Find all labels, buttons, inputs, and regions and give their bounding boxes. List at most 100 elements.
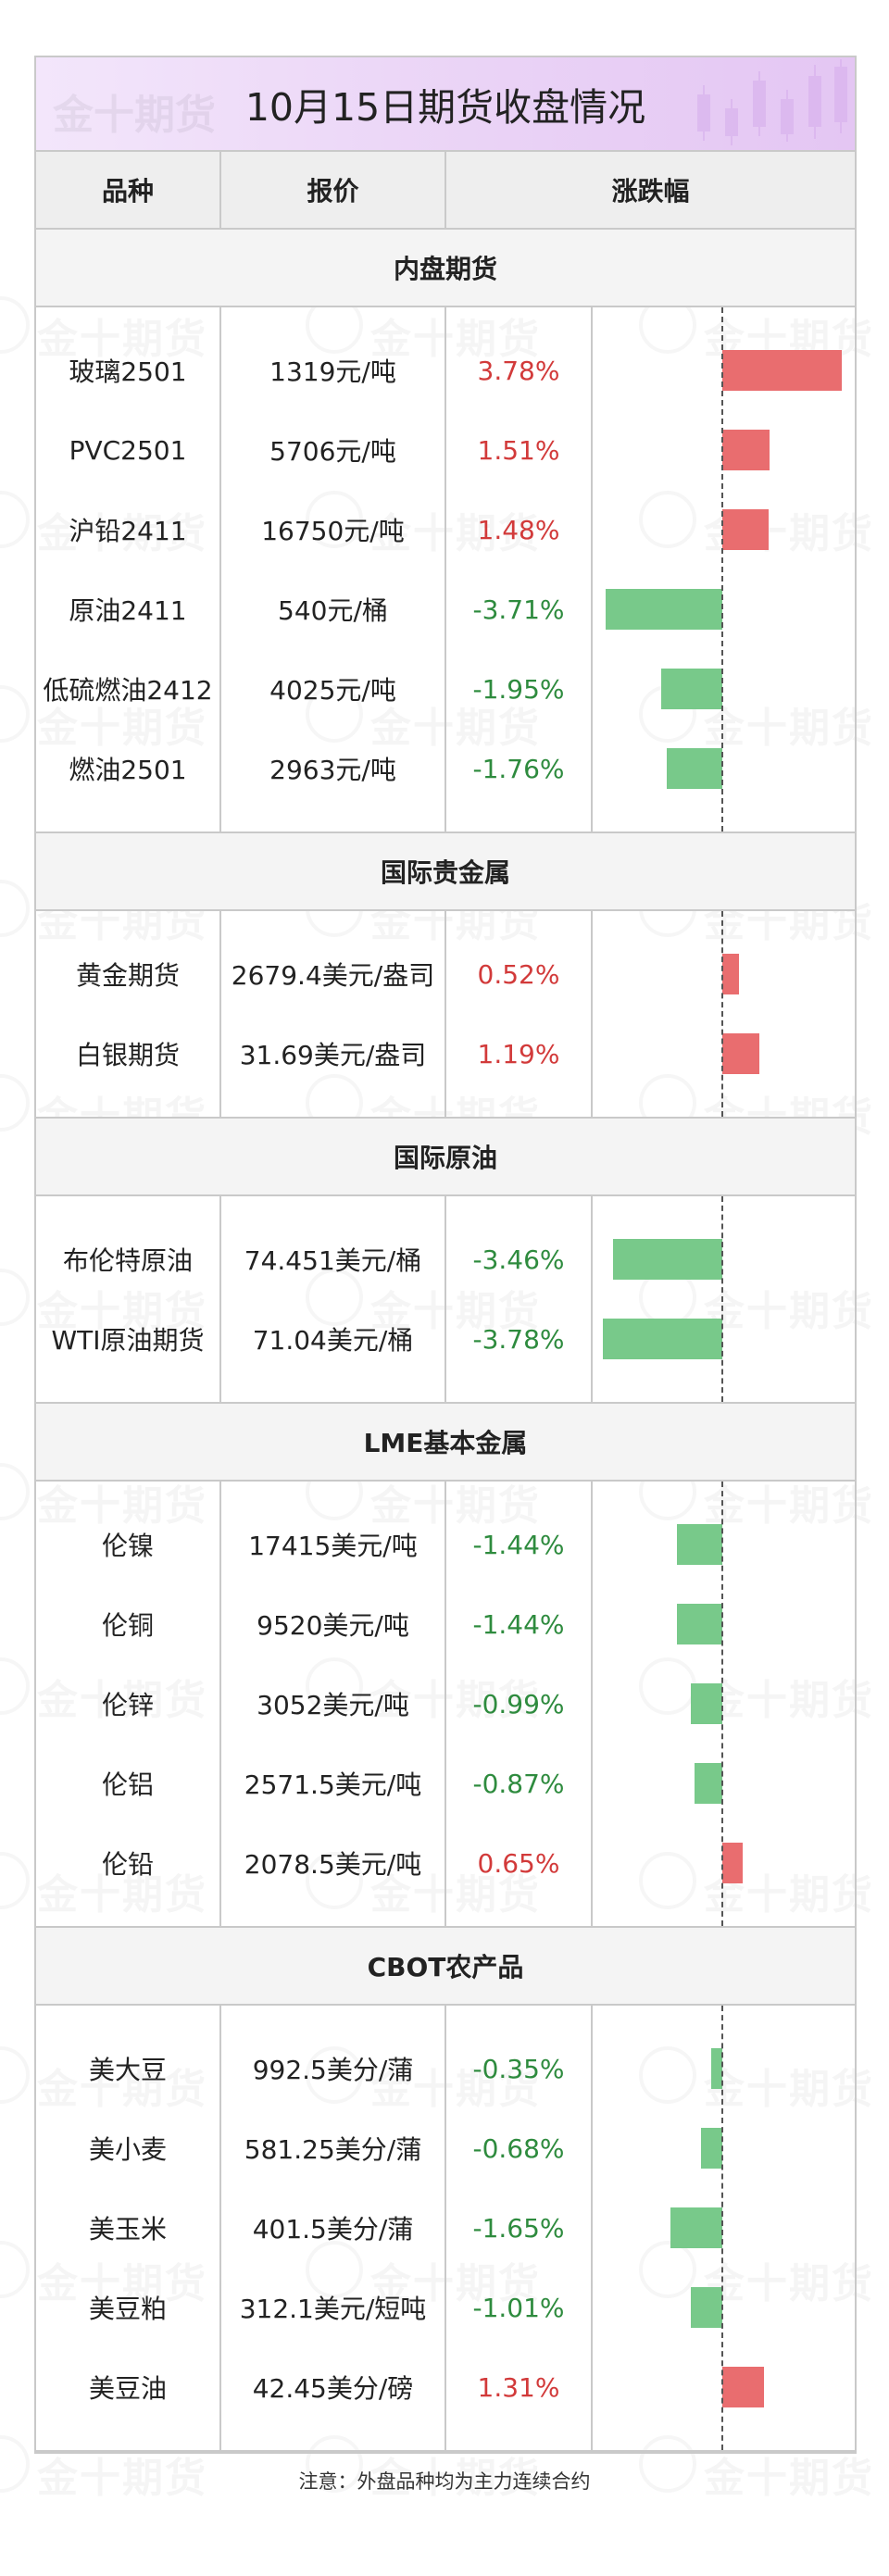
futures-table-card: 金十期货 10月15日期货收盘情况 品种 报价 涨跌幅 内盘期货 玻璃2501 PV…	[34, 56, 857, 2454]
sections-container: 内盘期货 玻璃2501 PVC2501 沪铅2411 原油2411 低硫燃油2412 燃油2…	[36, 230, 855, 2452]
row-price: 2679.4美元/盎司	[231, 960, 435, 991]
data-column: 74.451美元/桶 71.04美元/桶	[221, 1196, 446, 1402]
data-column: 布伦特原油 WTI原油期货	[36, 1196, 221, 1402]
bar-row	[593, 729, 855, 808]
watermark-logo-icon	[0, 296, 30, 354]
bar-column	[593, 1196, 855, 1402]
bar-row	[593, 1744, 855, 1823]
row-price: 2963元/吨	[269, 755, 396, 785]
bar-row	[593, 2268, 855, 2347]
bar-row	[593, 331, 855, 410]
row-name: WTI原油期货	[51, 1325, 205, 1356]
row-name: 伦铝	[101, 1769, 154, 1800]
change-bar-down	[695, 1763, 722, 1804]
title-watermark: 金十期货	[53, 92, 216, 139]
section-body: 伦镍 伦铜 伦锌 伦铝 伦铅 17415美元/吨 9520美元/吨 3052美元/吨 2571.…	[36, 1482, 855, 1928]
bar-row	[593, 1505, 855, 1584]
row-change: -0.68%	[472, 2132, 565, 2164]
section-header: 国际原油	[36, 1119, 855, 1196]
row-price: 9520美元/吨	[257, 1610, 409, 1641]
row-change: 1.31%	[477, 2371, 560, 2403]
row-change: -1.44%	[472, 1608, 565, 1640]
row-price: 2078.5美元/吨	[244, 1849, 422, 1880]
row-name: 布伦特原油	[62, 1245, 193, 1276]
row-change: -1.44%	[472, 1529, 565, 1560]
change-bar-up	[722, 350, 842, 391]
row-name: 伦镍	[101, 1531, 154, 1561]
change-bar-down	[670, 2207, 722, 2248]
watermark-logo-icon	[0, 2241, 30, 2298]
bar-row	[593, 1823, 855, 1903]
section-header: CBOT农产品	[36, 1928, 855, 2006]
row-change: 1.51%	[477, 434, 560, 466]
change-bar-down	[613, 1239, 722, 1280]
row-change: -3.46%	[472, 1244, 565, 1275]
row-name: 美小麦	[88, 2134, 167, 2165]
row-price: 5706元/吨	[269, 436, 396, 467]
change-bar-up	[722, 430, 770, 470]
watermark-logo-icon	[0, 491, 30, 548]
table-header: 品种 报价 涨跌幅	[36, 152, 855, 230]
change-bar-down	[711, 2048, 722, 2089]
data-column: -3.46% -3.78%	[446, 1196, 593, 1402]
change-bar-down	[667, 748, 722, 789]
row-price: 540元/桶	[278, 595, 388, 626]
data-column: 美大豆美小麦美玉米美豆粕美豆油	[36, 2006, 221, 2450]
candlestick-decoration-icon	[697, 59, 847, 145]
section-body: 黄金期货 白银期货 2679.4美元/盎司 31.69美元/盎司 0.52% 1.19%	[36, 911, 855, 1119]
bar-column	[593, 911, 855, 1117]
watermark-logo-icon	[0, 685, 30, 743]
row-price: 581.25美分/蒲	[244, 2134, 422, 2165]
data-column: -0.35% -0.68% -1.65% -1.01% 1.31%	[446, 2006, 593, 2450]
row-price: 401.5美分/蒲	[252, 2214, 414, 2245]
row-change: -1.76%	[472, 753, 565, 784]
watermark-logo-icon	[0, 1657, 30, 1715]
row-price: 1319元/吨	[269, 356, 396, 387]
bar-row	[593, 1584, 855, 1664]
watermark-logo-icon	[0, 2046, 30, 2104]
row-name: 美豆油	[88, 2373, 167, 2404]
row-name: 原油2411	[69, 595, 187, 626]
row-change: 0.65%	[477, 1847, 560, 1879]
row-price: 17415美元/吨	[248, 1531, 418, 1561]
row-change: -1.95%	[472, 673, 565, 705]
change-bar-up	[722, 509, 770, 550]
row-name: 美玉米	[88, 2214, 167, 2245]
row-change: 1.48%	[477, 514, 560, 545]
change-bar-down	[677, 1524, 722, 1565]
row-name: PVC2501	[69, 434, 187, 466]
change-bar-down	[690, 2287, 722, 2328]
data-column: 17415美元/吨 9520美元/吨 3052美元/吨 2571.5美元/吨 2078.…	[221, 1482, 446, 1926]
data-column: 0.52% 1.19%	[446, 911, 593, 1117]
zero-line	[721, 2006, 723, 2450]
bar-column	[593, 1482, 855, 1926]
row-name: 低硫燃油2412	[43, 675, 213, 706]
change-bar-up	[722, 1033, 760, 1074]
row-name: 伦锌	[101, 1690, 154, 1720]
zero-line	[721, 1482, 723, 1926]
row-change: -0.35%	[472, 2053, 565, 2084]
section-body: 玻璃2501 PVC2501 沪铅2411 原油2411 低硫燃油2412 燃油2501 1…	[36, 307, 855, 833]
data-column: 3.78% 1.51% 1.48% -3.71% -1.95% -1.76%	[446, 307, 593, 832]
section-body: 布伦特原油 WTI原油期货 74.451美元/桶 71.04美元/桶 -3.46% -3.…	[36, 1196, 855, 1404]
row-change: 0.52%	[477, 958, 560, 990]
data-column: 2679.4美元/盎司 31.69美元/盎司	[221, 911, 446, 1117]
row-name: 美豆粕	[88, 2294, 167, 2324]
row-change: -1.65%	[472, 2212, 565, 2244]
data-column: 伦镍伦铜伦锌伦铝伦铅	[36, 1482, 221, 1926]
row-name: 伦铜	[101, 1610, 154, 1641]
section-header: 国际贵金属	[36, 833, 855, 911]
row-name: 伦铅	[101, 1849, 154, 1880]
row-price: 312.1美元/短吨	[239, 2294, 427, 2324]
header-name: 品种	[36, 152, 221, 228]
change-bar-up	[722, 2367, 764, 2407]
row-change: 1.19%	[477, 1038, 560, 1069]
data-column: -1.44% -1.44% -0.99% -0.87% 0.65%	[446, 1482, 593, 1926]
row-name: 玻璃2501	[69, 356, 187, 387]
row-price: 71.04美元/桶	[252, 1325, 414, 1356]
row-price: 74.451美元/桶	[244, 1245, 422, 1276]
change-bar-up	[722, 1843, 744, 1883]
row-name: 美大豆	[88, 2055, 167, 2085]
row-change: -0.99%	[472, 1688, 565, 1719]
page-title: 10月15日期货收盘情况	[244, 85, 646, 130]
